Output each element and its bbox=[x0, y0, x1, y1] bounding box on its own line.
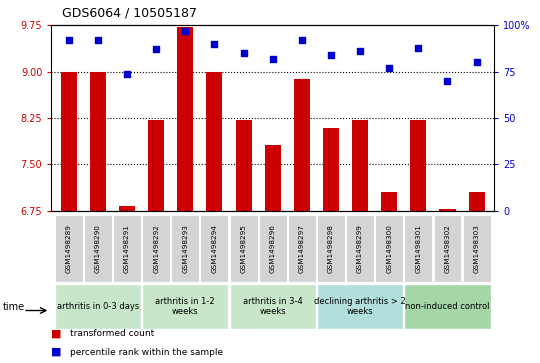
Point bbox=[298, 37, 306, 43]
Bar bbox=[381, 192, 397, 211]
Text: declining arthritis > 2
weeks: declining arthritis > 2 weeks bbox=[314, 297, 406, 317]
Bar bbox=[61, 72, 77, 211]
Text: GSM1498291: GSM1498291 bbox=[124, 224, 130, 273]
Bar bbox=[404, 215, 433, 282]
Point bbox=[123, 71, 131, 77]
Bar bbox=[259, 215, 287, 282]
Text: ■: ■ bbox=[51, 329, 62, 339]
Text: arthritis in 3-4
weeks: arthritis in 3-4 weeks bbox=[243, 297, 302, 317]
Text: GSM1498292: GSM1498292 bbox=[153, 224, 159, 273]
Point bbox=[414, 45, 423, 50]
Point bbox=[152, 46, 160, 52]
Bar bbox=[317, 284, 403, 329]
Text: GSM1498294: GSM1498294 bbox=[212, 224, 218, 273]
Bar bbox=[84, 215, 112, 282]
Text: GSM1498301: GSM1498301 bbox=[415, 224, 421, 273]
Bar bbox=[230, 215, 258, 282]
Bar bbox=[288, 215, 316, 282]
Bar bbox=[317, 215, 345, 282]
Bar bbox=[323, 129, 339, 211]
Bar bbox=[142, 284, 228, 329]
Point bbox=[268, 56, 277, 62]
Text: ■: ■ bbox=[51, 347, 62, 357]
Point bbox=[64, 37, 73, 43]
Bar bbox=[434, 215, 462, 282]
Text: GSM1498297: GSM1498297 bbox=[299, 224, 305, 273]
Text: GSM1498289: GSM1498289 bbox=[66, 224, 72, 273]
Text: transformed count: transformed count bbox=[70, 330, 154, 338]
Bar bbox=[171, 215, 199, 282]
Point bbox=[93, 37, 102, 43]
Bar bbox=[352, 120, 368, 211]
Point bbox=[181, 28, 190, 34]
Bar bbox=[148, 120, 164, 211]
Text: arthritis in 1-2
weeks: arthritis in 1-2 weeks bbox=[156, 297, 215, 317]
Bar bbox=[119, 206, 135, 211]
Bar bbox=[294, 79, 310, 211]
Text: GSM1498298: GSM1498298 bbox=[328, 224, 334, 273]
Point bbox=[210, 41, 219, 47]
Point bbox=[327, 52, 335, 58]
Bar bbox=[55, 215, 83, 282]
Bar bbox=[440, 209, 456, 211]
Point bbox=[356, 48, 364, 54]
Text: GDS6064 / 10505187: GDS6064 / 10505187 bbox=[62, 7, 197, 20]
Text: GSM1498290: GSM1498290 bbox=[95, 224, 101, 273]
Bar bbox=[469, 192, 484, 211]
Text: non-induced control: non-induced control bbox=[405, 302, 490, 311]
Bar bbox=[113, 215, 141, 282]
Text: GSM1498303: GSM1498303 bbox=[474, 224, 480, 273]
Text: GSM1498295: GSM1498295 bbox=[240, 224, 247, 273]
Bar bbox=[200, 215, 228, 282]
Bar bbox=[463, 215, 491, 282]
Bar bbox=[235, 120, 252, 211]
Bar bbox=[346, 215, 374, 282]
Bar bbox=[55, 284, 141, 329]
Bar bbox=[265, 144, 281, 211]
Text: percentile rank within the sample: percentile rank within the sample bbox=[70, 348, 224, 356]
Bar bbox=[90, 72, 106, 211]
Bar bbox=[230, 284, 316, 329]
Bar bbox=[206, 72, 222, 211]
Bar bbox=[177, 27, 193, 211]
Point bbox=[239, 50, 248, 56]
Point bbox=[472, 60, 481, 65]
Point bbox=[443, 78, 452, 84]
Bar bbox=[375, 215, 403, 282]
Text: GSM1498300: GSM1498300 bbox=[386, 224, 392, 273]
Text: GSM1498293: GSM1498293 bbox=[183, 224, 188, 273]
Bar bbox=[142, 215, 170, 282]
Text: time: time bbox=[3, 302, 25, 312]
Text: GSM1498299: GSM1498299 bbox=[357, 224, 363, 273]
Bar bbox=[410, 120, 427, 211]
Text: GSM1498302: GSM1498302 bbox=[444, 224, 450, 273]
Text: GSM1498296: GSM1498296 bbox=[269, 224, 276, 273]
Point bbox=[385, 65, 394, 71]
Text: arthritis in 0-3 days: arthritis in 0-3 days bbox=[57, 302, 139, 311]
Bar bbox=[404, 284, 491, 329]
